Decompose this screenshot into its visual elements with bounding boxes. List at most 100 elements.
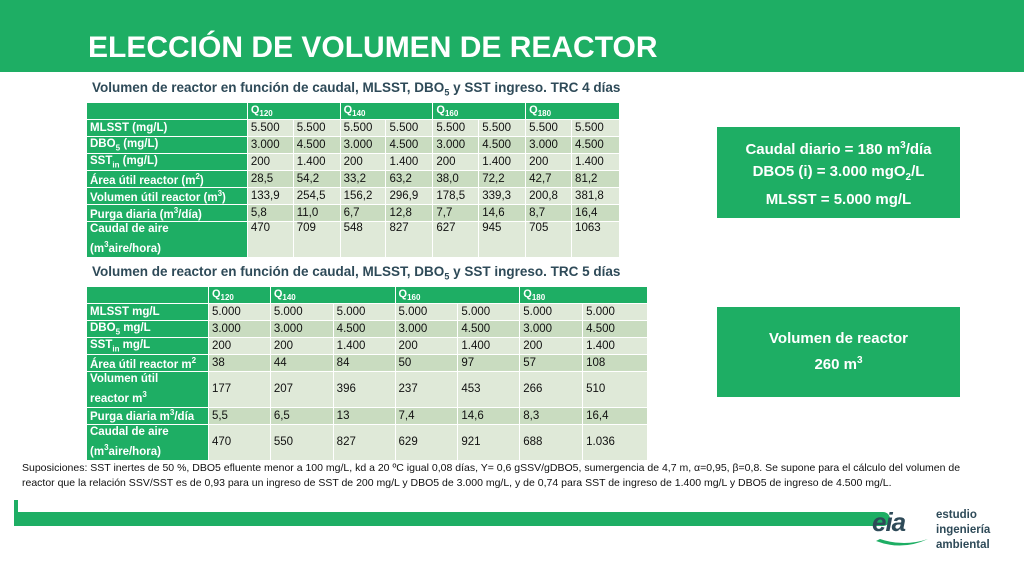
table-header-row: Q120 Q140 Q160 Q180 [86, 286, 648, 304]
header-q120: Q120 [207, 286, 271, 304]
table-row: Volumen útil reactor m3 177 207 396 237 4… [86, 371, 648, 408]
table-cell: 827 [332, 423, 396, 461]
table-row: SSTin mg/L 200 200 1.400 200 1.400 200 1… [86, 337, 648, 355]
table-cell: 5.500 [385, 119, 434, 137]
table-row: SSTin (mg/L) 200 1.400 200 1.400 200 1.4… [86, 153, 620, 171]
table-cell: 7,7 [432, 204, 480, 222]
table-cell: 453 [457, 371, 521, 408]
table-cell: 1.400 [332, 337, 396, 355]
box-line-volume: 260 m3 [814, 355, 863, 373]
summary-box-result: Volumen de reactor 260 m3 [717, 307, 960, 397]
table-cell: 548 [339, 221, 387, 258]
header-q160: Q160 [432, 102, 527, 120]
table-cell: 28,5 [246, 170, 294, 188]
table-cell: 33,2 [339, 170, 387, 188]
table-cell: 11,0 [292, 204, 341, 222]
table-cell: 16,4 [571, 204, 620, 222]
table-cell: 627 [432, 221, 480, 258]
table-cell: 8,3 [519, 406, 584, 425]
table-trc-5-dias: Q120 Q140 Q160 Q180 MLSST mg/L 5.000 5.0… [86, 286, 648, 461]
table-cell: 3.000 [394, 320, 459, 338]
table-cell: 5.500 [339, 119, 387, 137]
table-cell: 827 [385, 221, 434, 258]
table-cell: 1.400 [478, 153, 527, 171]
table-cell: 1.400 [292, 153, 341, 171]
row-label: SSTin mg/L [86, 337, 209, 355]
table-cell: 709 [292, 221, 341, 258]
row-label: MLSST (mg/L) [86, 119, 248, 137]
logo-swoosh-icon [876, 539, 928, 546]
table-cell: 178,5 [432, 187, 480, 205]
row-label: Área útil reactor (m2) [86, 170, 248, 188]
logo-text: estudio ingeniería ambiental [936, 509, 991, 551]
table1-caption: Volumen de reactor en función de caudal,… [92, 80, 621, 98]
table-cell: 5.500 [571, 119, 620, 137]
table-cell: 5.000 [394, 303, 459, 321]
table-cell: 1.400 [457, 337, 521, 355]
table2-caption: Volumen de reactor en función de caudal,… [92, 264, 621, 282]
table-cell: 339,3 [478, 187, 527, 205]
table-cell: 133,9 [246, 187, 294, 205]
header-q160: Q160 [394, 286, 521, 304]
table-cell: 207 [269, 371, 334, 408]
table-row: Volumen útil reactor (m3) 133,9 254,5 15… [86, 187, 620, 205]
header-blank [86, 286, 209, 304]
table-cell: 705 [525, 221, 573, 258]
table-row: Purga diaria (m3/día) 5,8 11,0 6,7 12,8 … [86, 204, 620, 222]
table-cell: 14,6 [457, 406, 521, 425]
table-cell: 54,2 [292, 170, 341, 188]
table-cell: 5.000 [269, 303, 334, 321]
table-cell: 84 [332, 354, 396, 372]
summary-box-conditions: Caudal diario = 180 m3/día DBO5 (i) = 3.… [717, 127, 960, 218]
table-row: MLSST mg/L 5.000 5.000 5.000 5.000 5.000… [86, 303, 648, 321]
table-cell: 50 [394, 354, 459, 372]
header-q140: Q140 [339, 102, 434, 120]
table-cell: 4.500 [582, 320, 648, 338]
table-cell: 97 [457, 354, 521, 372]
box-line-dbo5: DBO5 (i) = 3.000 mgO2/L [752, 162, 925, 183]
table-cell: 1.400 [385, 153, 434, 171]
table-cell: 6,5 [269, 406, 334, 425]
table-cell: 5,8 [246, 204, 294, 222]
row-label: DBO5 (mg/L) [86, 136, 248, 154]
table-row: Área útil reactor (m2) 28,5 54,2 33,2 63… [86, 170, 620, 188]
row-label: Purga diaria (m3/día) [86, 204, 248, 222]
table-cell: 3.000 [525, 136, 573, 154]
table-cell: 5.000 [582, 303, 648, 321]
table-cell: 381,8 [571, 187, 620, 205]
table-cell: 3.000 [269, 320, 334, 338]
table-cell: 57 [519, 354, 584, 372]
table-trc-4-dias: Q120 Q140 Q160 Q180 MLSST (mg/L) 5.500 5… [86, 102, 620, 258]
table-cell: 4.500 [292, 136, 341, 154]
table-cell: 237 [394, 371, 459, 408]
table-cell: 5.500 [292, 119, 341, 137]
row-label: SSTin (mg/L) [86, 153, 248, 171]
table-row: DBO5 mg/L 3.000 3.000 4.500 3.000 4.500 … [86, 320, 648, 338]
header-q180: Q180 [525, 102, 620, 120]
header-q120: Q120 [246, 102, 341, 120]
table-cell: 200 [269, 337, 334, 355]
table-cell: 81,2 [571, 170, 620, 188]
table-cell: 3.000 [519, 320, 584, 338]
table-cell: 4.500 [457, 320, 521, 338]
table-cell: 177 [207, 371, 271, 408]
table-cell: 688 [519, 423, 584, 461]
table-cell: 156,2 [339, 187, 387, 205]
table-cell: 5.000 [332, 303, 396, 321]
box-line-caudal: Caudal diario = 180 m3/día [745, 139, 932, 158]
table-row: Área útil reactor m2 38 44 84 50 97 57 1… [86, 354, 648, 372]
box-line-mlsst: MLSST = 5.000 mg/L [765, 190, 912, 208]
table-cell: 3.000 [339, 136, 387, 154]
box-line-label: Volumen de reactor [769, 330, 908, 347]
row-label: Volumen útil reactor (m3) [86, 187, 248, 205]
table-header-row: Q120 Q140 Q160 Q180 [86, 102, 620, 120]
table-cell: 1.400 [571, 153, 620, 171]
table-cell: 200 [207, 337, 271, 355]
table-cell: 5.000 [207, 303, 271, 321]
row-label: Volumen útil reactor m3 [86, 371, 209, 408]
table-cell: 550 [269, 423, 334, 461]
row-label: Purga diaria m3/día [86, 406, 209, 425]
table-cell: 5.500 [246, 119, 294, 137]
table-cell: 510 [582, 371, 648, 408]
table-cell: 200 [394, 337, 459, 355]
